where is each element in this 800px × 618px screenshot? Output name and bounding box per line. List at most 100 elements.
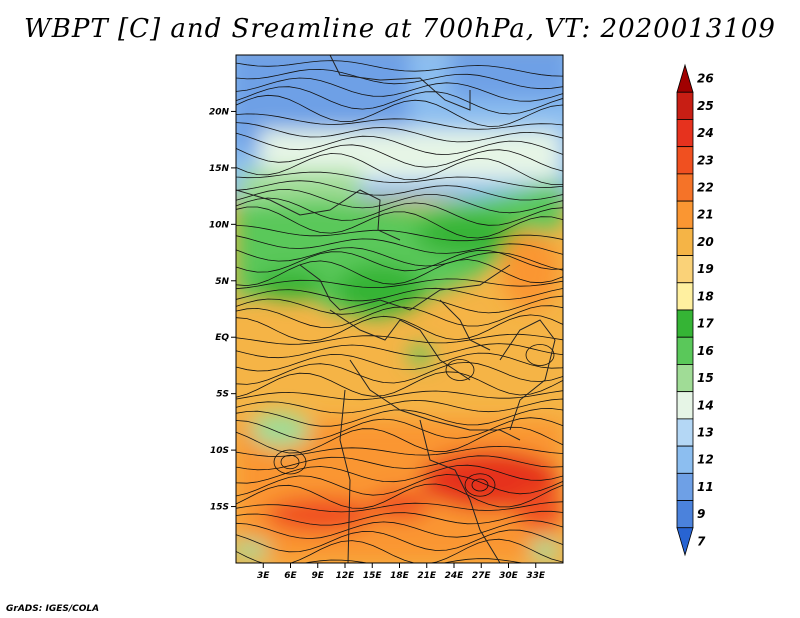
wbpt-field [236, 55, 563, 563]
colorbar-label: 24 [697, 126, 714, 140]
streamline-vortex [445, 359, 475, 381]
colorbar-label: 23 [697, 153, 714, 167]
colorbar-swatch [676, 146, 694, 175]
streamline [236, 426, 563, 454]
colorbar-label: 14 [697, 398, 714, 412]
colorbar-swatch [676, 227, 694, 256]
lat-tick-label: 20N [209, 107, 230, 117]
colorbar-swatch [676, 336, 694, 365]
streamline [236, 235, 563, 255]
colorbar-label: 19 [697, 262, 714, 276]
streamline [236, 259, 563, 287]
lat-tick-label: 15N [209, 164, 230, 174]
streamline [236, 295, 563, 315]
streamline [236, 520, 563, 540]
streamlines [236, 60, 563, 563]
streamline [236, 144, 563, 172]
colorbar-swatch [676, 500, 694, 529]
streamline [236, 398, 563, 414]
streamline [236, 247, 563, 271]
colorbar-label: 12 [697, 453, 714, 467]
lon-tick-label: 9E [312, 571, 325, 581]
lon-tick-label: 12E [336, 571, 356, 581]
colorbar-swatch [676, 173, 694, 202]
colorbar-swatch [676, 364, 694, 393]
streamline [236, 122, 563, 143]
colorbar-swatch [676, 119, 694, 148]
streamline [236, 510, 563, 526]
streamline [236, 333, 563, 345]
colorbar-swatch [676, 255, 694, 284]
lat-tick-label: 5N [215, 277, 229, 287]
colorbar-swatch [676, 445, 694, 474]
streamline [236, 171, 563, 188]
chart-title: WBPT [C] and Sreamline at 700hPa, VT: 20… [24, 14, 776, 44]
footer-credit: GrADS: IGES/COLA [6, 604, 100, 614]
lon-tick-label: 30E [499, 571, 519, 581]
streamline [236, 314, 563, 342]
lon-tick-label: 33E [526, 571, 546, 581]
colorbar-swatch [676, 282, 694, 311]
streamline-vortex [471, 478, 489, 492]
streamline-vortex [273, 449, 307, 475]
latitude-axis: 20N 15N 10N 5N EQ 5S 10S 15S [209, 107, 236, 513]
streamline [236, 408, 563, 427]
colorbar-label: 7 [697, 534, 706, 548]
streamline [236, 371, 563, 398]
colorbar-label: 26 [697, 72, 714, 86]
lat-tick-label: EQ [215, 333, 229, 343]
lon-tick-label: 24E [445, 571, 465, 581]
colorbar-label: 16 [697, 344, 714, 358]
streamline [236, 206, 563, 239]
lat-tick-label: 10S [210, 446, 229, 456]
country-borders [236, 55, 556, 563]
streamline [236, 197, 563, 226]
colorbar-label: 18 [697, 289, 714, 303]
colorbar-label: 15 [697, 371, 714, 385]
streamline [236, 189, 563, 214]
streamline [236, 224, 563, 242]
streamline [236, 501, 563, 513]
streamline-vortex [525, 344, 555, 366]
streamline [236, 305, 563, 328]
streamline [236, 68, 563, 90]
streamline [236, 94, 563, 127]
colorbar-label: 22 [697, 181, 714, 195]
colorbar-swatch [676, 418, 694, 447]
colorbar-swatch [676, 309, 694, 338]
colorbar-swatch [676, 472, 694, 501]
streamline [236, 538, 563, 563]
streamline [236, 132, 563, 156]
colorbar-label: 13 [697, 426, 714, 440]
streamline [236, 278, 563, 290]
colorbar-label: 9 [697, 507, 705, 521]
lon-tick-label: 21E [417, 571, 437, 581]
lat-tick-label: 15S [210, 503, 229, 513]
lon-tick-label: 6E [284, 571, 297, 581]
colorbar-label: 21 [697, 208, 714, 222]
streamline [236, 361, 563, 385]
streamline [236, 417, 563, 441]
colorbar-label: 11 [697, 480, 714, 494]
streamline-vortex [464, 473, 496, 497]
lon-tick-label: 15E [363, 571, 383, 581]
colorbar-top-triangle [676, 63, 694, 93]
streamline [236, 86, 563, 115]
lat-tick-label: 10N [209, 220, 230, 230]
colorbar-swatch [676, 200, 694, 229]
streamline [236, 60, 563, 77]
streamline [236, 343, 563, 359]
streamline [236, 113, 563, 130]
streamline-vortex [280, 454, 300, 470]
lon-tick-label: 3E [257, 571, 270, 581]
streamline [236, 287, 563, 302]
streamline [236, 77, 563, 102]
streamline [236, 180, 563, 201]
lon-tick-label: 18E [390, 571, 410, 581]
colorbar-label: 20 [697, 235, 714, 249]
streamline [236, 455, 563, 471]
lat-tick-label: 5S [216, 390, 229, 400]
streamline [236, 474, 563, 497]
streamline [236, 483, 563, 509]
